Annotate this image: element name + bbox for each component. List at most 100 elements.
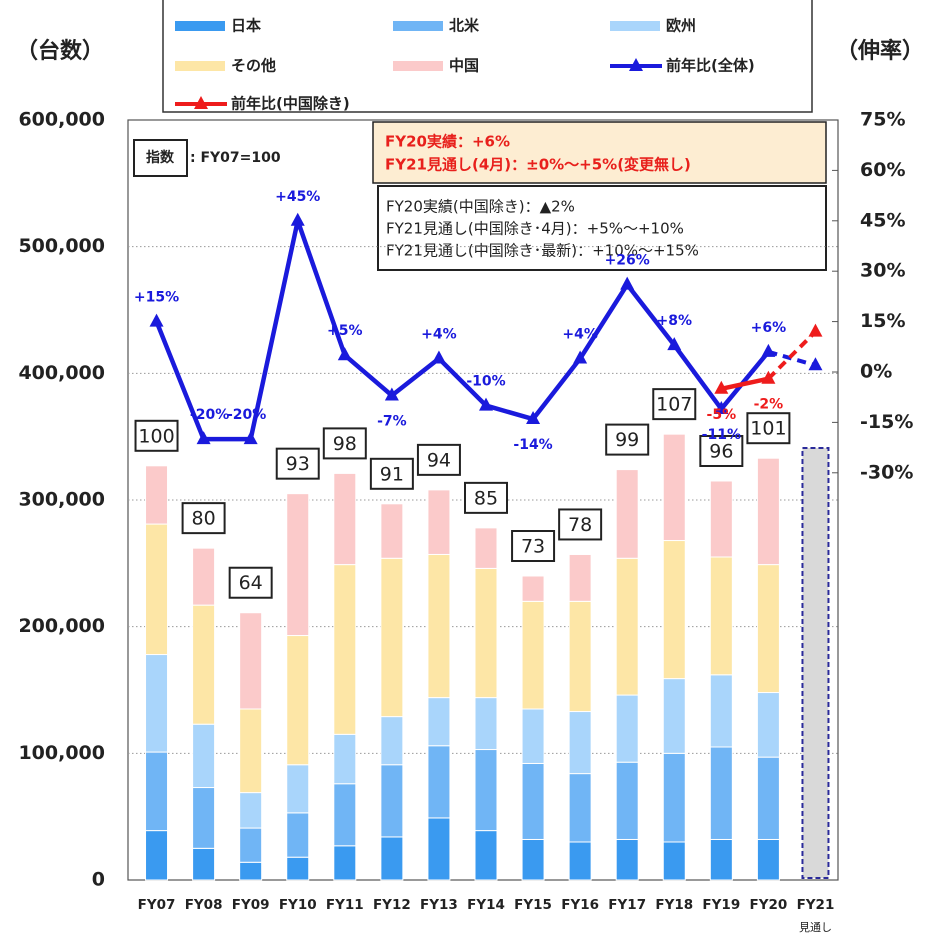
legend-label: 前年比(中国除き): [231, 95, 350, 113]
bar-segment: [145, 830, 169, 881]
bar-segment: [568, 773, 592, 843]
index-label-box: [746, 412, 791, 445]
value-label: +4%: [421, 327, 457, 343]
value-label: -7%: [377, 414, 407, 430]
index-label-box: [652, 388, 697, 421]
index-label-box: [699, 435, 744, 467]
line-marker: [620, 276, 635, 290]
y-tick-label: 300,000: [18, 489, 105, 511]
value-label: -2%: [754, 397, 784, 413]
line-marker: [149, 313, 164, 327]
legend-box: [162, 0, 813, 113]
legend-label: 欧州: [666, 17, 696, 35]
y-tick-label: 600,000: [18, 109, 105, 131]
bar-segment: [709, 674, 733, 748]
value-label: -20%: [227, 407, 266, 423]
line-marker: [479, 397, 493, 411]
value-label: +6%: [751, 320, 787, 336]
legend-label: 日本: [231, 17, 261, 35]
value-label: +26%: [605, 253, 650, 269]
bar-segment: [568, 841, 592, 881]
x-tick-label: FY20: [750, 897, 788, 913]
bar-segment: [662, 752, 686, 843]
x-tick-label: FY18: [655, 897, 693, 913]
line-marker: [431, 350, 446, 364]
bar-segment: [239, 861, 263, 881]
legend-label: その他: [231, 57, 276, 75]
y-axis-label: （台数）: [16, 38, 104, 64]
bar-segment: [333, 472, 357, 566]
highlight-box: [372, 121, 827, 184]
y2-tick-label: 45%: [860, 209, 905, 231]
bar-segment: [380, 836, 404, 881]
bar-segment: [756, 756, 780, 840]
y-tick-label: 0: [92, 869, 105, 891]
x-tick-label: FY19: [702, 897, 740, 913]
bar-segment: [662, 841, 686, 881]
forecast-line: [766, 330, 817, 381]
x-tick-label: FY17: [608, 897, 646, 913]
bar-segment: [427, 817, 451, 881]
note-text: FY21見通し(中国除き･最新)：+10%～+15%: [386, 242, 699, 260]
bar-segment: [474, 830, 498, 881]
bar-segment: [380, 764, 404, 838]
x-tick-label: FY08: [185, 897, 223, 913]
bar-segment: [145, 751, 169, 832]
y2-tick-label: -15%: [860, 411, 913, 433]
bar-segment: [568, 600, 592, 713]
index-label: 107: [656, 394, 692, 416]
line: [154, 218, 771, 442]
bar-segment: [380, 557, 404, 718]
bar-segment: [192, 847, 216, 881]
index-label: 85: [474, 487, 498, 509]
bar-segment: [145, 523, 169, 656]
index-label: 96: [709, 441, 733, 463]
bar-segment: [521, 838, 545, 881]
index-label: 93: [286, 453, 310, 475]
index-label-box: [181, 502, 226, 535]
bar-segment: [239, 827, 263, 863]
line-marker: [808, 323, 823, 337]
legend-marker: [194, 96, 208, 109]
bar-segment: [192, 787, 216, 849]
bar-segment: [756, 457, 780, 566]
bar-segment: [568, 553, 592, 602]
line-marker: [808, 357, 823, 371]
legend-label: 北米: [449, 17, 480, 35]
bar-segment: [474, 697, 498, 751]
bar-segment: [568, 711, 592, 775]
bar-segment: [474, 527, 498, 569]
legend-swatch: [175, 61, 225, 71]
highlight-text: FY21見通し(4月)：±0%～+5%(変更無し): [385, 156, 691, 174]
line-marker: [761, 343, 776, 357]
bar-segment: [709, 838, 733, 881]
index-label-box: [369, 457, 414, 490]
legend-swatch: [393, 61, 443, 71]
bar-segment: [662, 540, 686, 680]
x-tick-label: FY12: [373, 897, 411, 913]
bar-segment: [521, 708, 545, 764]
value-label: -20%: [190, 407, 229, 423]
y2-axis-label: （伸率）: [836, 38, 924, 64]
x-tick-label: FY11: [326, 897, 364, 913]
line-marker: [526, 411, 541, 425]
bar-segment: [145, 654, 169, 753]
line-marker: [384, 387, 399, 401]
bar-segment: [521, 600, 545, 710]
index-label: 94: [427, 449, 451, 471]
value-label: -11%: [702, 427, 741, 443]
bar-segment: [192, 547, 216, 606]
value-label: -5%: [707, 407, 737, 423]
index-label: 98: [333, 433, 357, 455]
index-label: 64: [239, 572, 263, 594]
legend-marker: [629, 58, 643, 71]
index-label-box: [558, 508, 603, 541]
index-box: [133, 139, 188, 177]
bar-segment: [239, 708, 263, 794]
value-label: +15%: [134, 290, 179, 306]
forecast-box: [801, 447, 830, 879]
legend-label: 中国: [449, 57, 479, 75]
bar-segment: [756, 564, 780, 694]
value-label: +45%: [275, 189, 320, 205]
